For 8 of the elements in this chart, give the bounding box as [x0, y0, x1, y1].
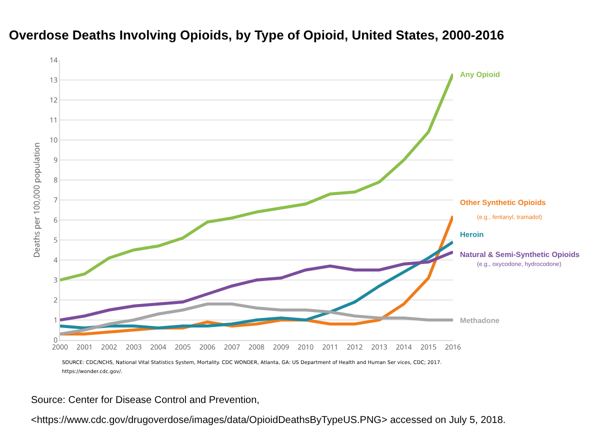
line-series	[60, 250, 453, 322]
line-series	[60, 302, 453, 336]
line-series	[60, 240, 453, 330]
y-axis-title: Deaths per 100,000 population	[31, 142, 42, 258]
chart-title: Overdose Deaths Involving Opioids, by Type of Opioid, United States, 2000-2016	[8, 27, 504, 42]
source-note: Source: Center for Disease Control and Prevention,	[31, 395, 260, 406]
text: <https://www.cdc.gov/drugoverdose/images/data/OpioidDeathsByTypeUS.PNG> accessed on July 5, 2018.	[31, 415, 506, 426]
line-series	[60, 72, 453, 282]
